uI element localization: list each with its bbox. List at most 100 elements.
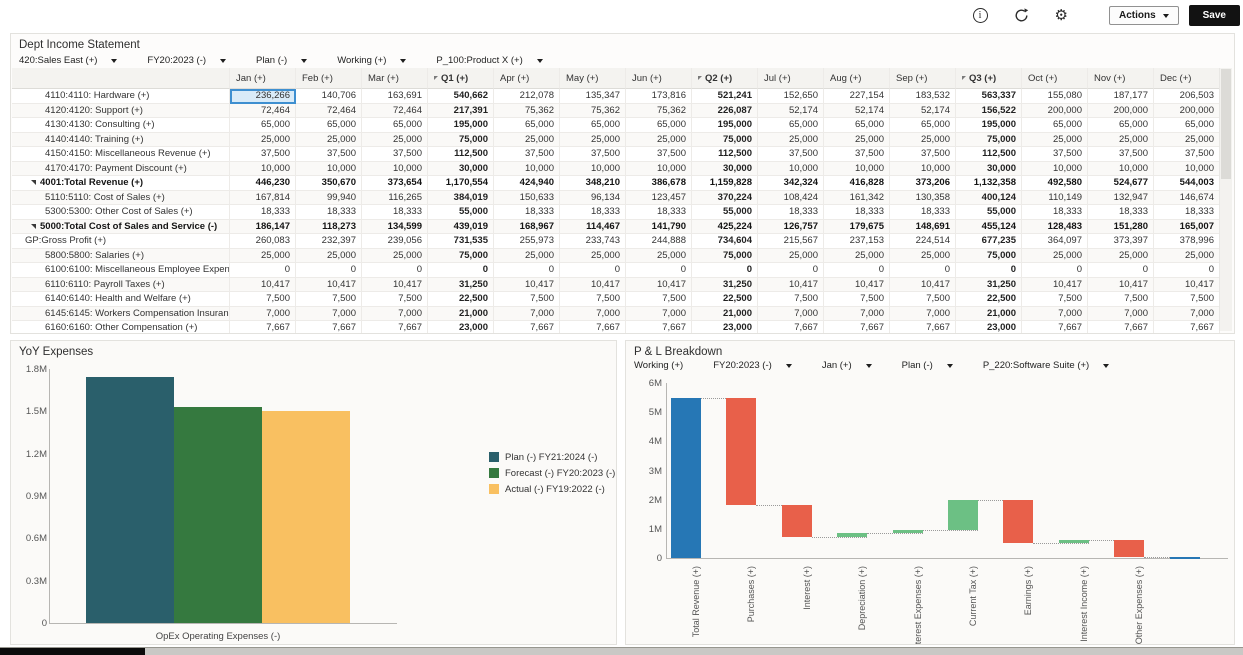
grid-cell[interactable]: 116,265	[362, 190, 428, 205]
pnl-pov-item-4[interactable]: P_220:Software Suite (+)	[983, 360, 1110, 371]
grid-cell[interactable]: 7,000	[560, 306, 626, 321]
grid-cell[interactable]: 524,677	[1088, 176, 1154, 191]
row-header-15[interactable]: 6145:6145: Workers Compensation Insuranc…	[12, 306, 230, 321]
row-header-13[interactable]: 6110:6110: Payroll Taxes (+)	[12, 277, 230, 292]
grid-cell[interactable]: 10,417	[1154, 277, 1220, 292]
grid-cell[interactable]: 10,000	[362, 161, 428, 176]
horizontal-scrollbar-thumb[interactable]	[0, 648, 145, 655]
row-header-6[interactable]: 4001:Total Revenue (+)	[12, 176, 230, 191]
row-header-10[interactable]: GP:Gross Profit (+)	[12, 234, 230, 249]
row-header-16[interactable]: 6160:6160: Other Compensation (+)	[12, 321, 230, 333]
grid-pov-item-4[interactable]: P_100:Product X (+)	[436, 55, 543, 66]
row-header-1[interactable]: 4120:4120: Support (+)	[12, 103, 230, 118]
grid-cell[interactable]: 18,333	[1088, 205, 1154, 220]
grid-cell[interactable]: 255,973	[494, 234, 560, 249]
grid-cell[interactable]: 7,000	[1022, 306, 1088, 321]
grid-pov-item-1[interactable]: FY20:2023 (-)	[147, 55, 227, 66]
grid-cell[interactable]: 7,500	[890, 292, 956, 307]
grid-cell[interactable]: 0	[230, 263, 296, 278]
pnl-pov-item-2[interactable]: Jan (+)	[822, 360, 872, 371]
grid-cell[interactable]: 7,000	[758, 306, 824, 321]
grid-cell[interactable]: 161,342	[824, 190, 890, 205]
grid-cell[interactable]: 18,333	[494, 205, 560, 220]
grid-cell[interactable]: 7,500	[362, 292, 428, 307]
dropdown-arrow-icon[interactable]	[536, 58, 543, 63]
grid-cell[interactable]: 65,000	[230, 118, 296, 133]
grid-cell[interactable]: 7,500	[758, 292, 824, 307]
grid-cell[interactable]: 0	[560, 263, 626, 278]
grid-cell[interactable]: 7,000	[1088, 306, 1154, 321]
grid-cell[interactable]: 18,333	[1154, 205, 1220, 220]
grid-cell[interactable]: 1,159,828	[692, 176, 758, 191]
grid-cell[interactable]: 37,500	[1022, 147, 1088, 162]
grid-cell[interactable]: 10,417	[230, 277, 296, 292]
grid-cell[interactable]: 226,087	[692, 103, 758, 118]
grid-cell[interactable]: 10,417	[1022, 277, 1088, 292]
grid-cell[interactable]: 75,000	[956, 248, 1022, 263]
grid-cell[interactable]: 179,675	[824, 219, 890, 234]
grid-cell[interactable]: 236,266	[230, 89, 296, 104]
grid-cell[interactable]: 25,000	[758, 248, 824, 263]
grid-cell[interactable]: 386,678	[626, 176, 692, 191]
grid-cell[interactable]: 373,206	[890, 176, 956, 191]
grid-cell[interactable]: 364,097	[1022, 234, 1088, 249]
grid-cell[interactable]: 10,000	[560, 161, 626, 176]
grid-cell[interactable]: 123,457	[626, 190, 692, 205]
grid-cell[interactable]: 7,667	[296, 321, 362, 333]
save-button[interactable]: Save	[1188, 5, 1240, 26]
collapse-icon[interactable]	[31, 180, 36, 186]
grid-cell[interactable]: 75,000	[428, 248, 494, 263]
horizontal-scrollbar[interactable]	[0, 647, 1243, 655]
grid-cell[interactable]: 455,124	[956, 219, 1022, 234]
collapse-icon[interactable]	[31, 223, 36, 229]
grid-cell[interactable]: 25,000	[890, 132, 956, 147]
grid-cell[interactable]: 10,000	[626, 161, 692, 176]
grid-cell[interactable]: 7,500	[626, 292, 692, 307]
waterfall-bar-7[interactable]	[1058, 539, 1089, 543]
grid-cell[interactable]: 25,000	[494, 248, 560, 263]
grid-cell[interactable]: 10,417	[890, 277, 956, 292]
grid-cell[interactable]: 75,362	[494, 103, 560, 118]
row-header-2[interactable]: 4130:4130: Consulting (+)	[12, 118, 230, 133]
row-header-5[interactable]: 4170:4170: Payment Discount (+)	[12, 161, 230, 176]
grid-cell[interactable]: 114,467	[560, 219, 626, 234]
grid-pov-item-3[interactable]: Working (+)	[337, 55, 407, 66]
column-header-12[interactable]: Oct (+)	[1022, 68, 1088, 89]
grid-cell[interactable]: 132,947	[1088, 190, 1154, 205]
grid-cell[interactable]: 22,500	[692, 292, 758, 307]
grid-cell[interactable]: 0	[1022, 263, 1088, 278]
grid-cell[interactable]: 128,483	[1022, 219, 1088, 234]
yoy-bar-2[interactable]	[262, 411, 350, 623]
grid-cell[interactable]: 187,177	[1088, 89, 1154, 104]
grid-cell[interactable]: 173,816	[626, 89, 692, 104]
grid-cell[interactable]: 65,000	[560, 118, 626, 133]
grid-cell[interactable]: 10,000	[758, 161, 824, 176]
grid-cell[interactable]: 165,007	[1154, 219, 1220, 234]
grid-cell[interactable]: 72,464	[230, 103, 296, 118]
grid-cell[interactable]: 7,000	[890, 306, 956, 321]
grid-pov-item-0[interactable]: 420:Sales East (+)	[19, 55, 118, 66]
grid-cell[interactable]: 152,650	[758, 89, 824, 104]
grid-cell[interactable]: 0	[494, 263, 560, 278]
waterfall-bar-8[interactable]	[1114, 539, 1145, 557]
grid-cell[interactable]: 232,397	[296, 234, 362, 249]
grid-cell[interactable]: 195,000	[956, 118, 1022, 133]
grid-cell[interactable]: 7,000	[362, 306, 428, 321]
grid-cell[interactable]: 677,235	[956, 234, 1022, 249]
grid-cell[interactable]: 25,000	[1088, 248, 1154, 263]
grid-cell[interactable]: 65,000	[494, 118, 560, 133]
yoy-bar-1[interactable]	[174, 407, 262, 623]
grid-cell[interactable]: 10,417	[362, 277, 428, 292]
grid-cell[interactable]: 37,500	[1154, 147, 1220, 162]
column-header-2[interactable]: Mar (+)	[362, 68, 428, 89]
pnl-pov-item-3[interactable]: Plan (-)	[902, 360, 953, 371]
grid-cell[interactable]: 22,500	[956, 292, 1022, 307]
grid-cell[interactable]: 37,500	[494, 147, 560, 162]
grid-cell[interactable]: 540,662	[428, 89, 494, 104]
grid-cell[interactable]: 7,667	[1022, 321, 1088, 333]
dropdown-arrow-icon[interactable]	[301, 58, 308, 63]
grid-cell[interactable]: 215,567	[758, 234, 824, 249]
grid-cell[interactable]: 65,000	[1154, 118, 1220, 133]
grid-cell[interactable]: 30,000	[692, 161, 758, 176]
grid-cell[interactable]: 200,000	[1022, 103, 1088, 118]
